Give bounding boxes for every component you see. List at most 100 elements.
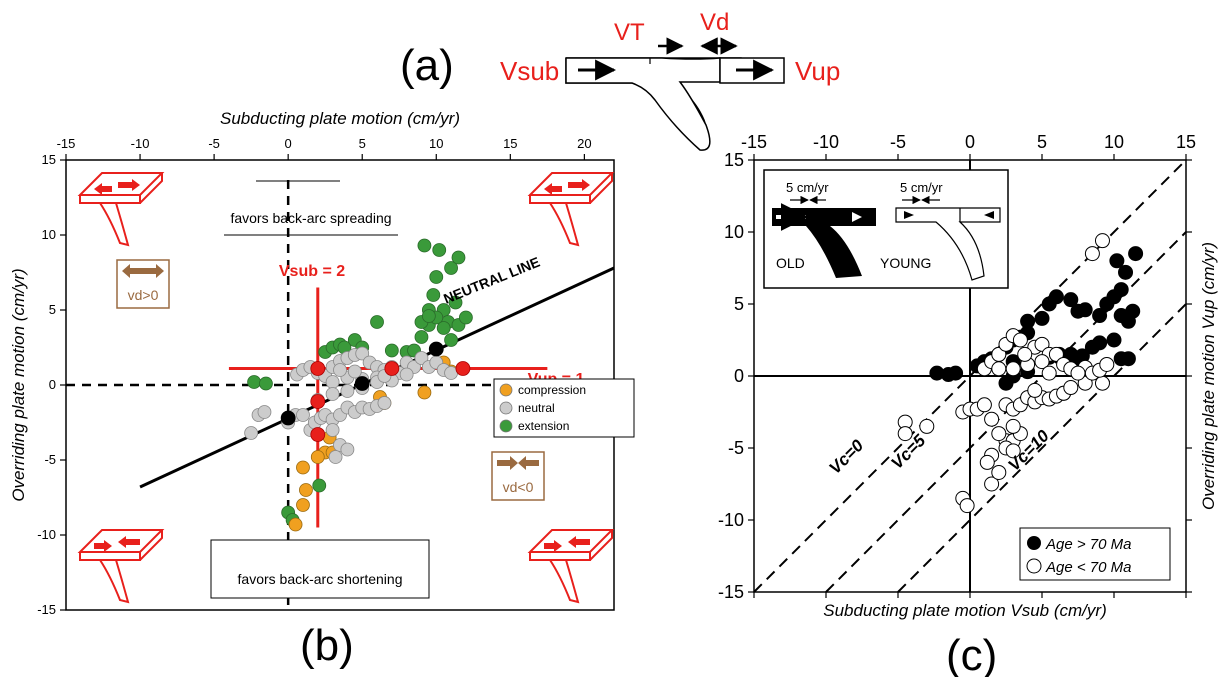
inset-young: YOUNG bbox=[880, 255, 931, 271]
b-point-neutral bbox=[244, 426, 259, 440]
c-top-tick-label: 15 bbox=[1176, 132, 1196, 152]
c-left-tick-label: 0 bbox=[734, 366, 744, 386]
b-point-extension bbox=[432, 243, 447, 257]
b-point-neutral bbox=[377, 396, 392, 410]
corner-icon-top-right bbox=[527, 172, 615, 247]
b-point-extension bbox=[458, 310, 473, 325]
slab-outline bbox=[565, 57, 721, 151]
b-top-tick-label: 5 bbox=[359, 136, 366, 151]
favors-spreading-text: favors back-arc spreading bbox=[230, 210, 391, 226]
b-point-extension bbox=[414, 330, 429, 344]
b-point-extension bbox=[417, 238, 432, 253]
vup-text: Vup bbox=[795, 56, 840, 86]
legend-age-old: Age > 70 Ma bbox=[1045, 536, 1131, 553]
b-point-neutral bbox=[347, 364, 362, 379]
b-point-red-markers bbox=[310, 427, 326, 442]
b-point-extension bbox=[429, 270, 444, 284]
b-point-compression bbox=[299, 483, 313, 497]
c-line-Vc=0 bbox=[753, 159, 1187, 593]
c-point-age-young bbox=[991, 361, 1007, 377]
b-point-compression bbox=[288, 517, 303, 532]
c-top-tick-label: 10 bbox=[1104, 132, 1124, 152]
c-point-age-old bbox=[1084, 339, 1100, 355]
vd-negative-box: vd<0 bbox=[491, 451, 545, 501]
c-top-tick-label: 0 bbox=[965, 132, 975, 152]
c-point-age-young bbox=[1048, 346, 1064, 362]
b-point-extension bbox=[421, 309, 436, 323]
panel-c-points bbox=[897, 233, 1144, 514]
c-point-age-young bbox=[979, 454, 995, 470]
c-point-age-old bbox=[1034, 310, 1050, 326]
c-point-age-young bbox=[1012, 332, 1028, 348]
b-point-extension bbox=[451, 250, 466, 265]
c-point-age-old bbox=[1120, 351, 1136, 367]
b-left-tick-label: 0 bbox=[49, 377, 56, 392]
b-point-compression bbox=[296, 460, 310, 475]
vsub-text: Vsub bbox=[500, 56, 559, 86]
panel-c-legend: Age > 70 Ma Age < 70 Ma bbox=[1019, 527, 1171, 581]
legend-extension: extension bbox=[518, 419, 569, 433]
b-point-red-markers bbox=[310, 394, 326, 409]
b-top-tick-label: 10 bbox=[429, 136, 443, 151]
panel-c-bottom-axis-label: Subducting plate motion Vsub (cm/yr) bbox=[823, 601, 1106, 620]
legend-compression: compression bbox=[518, 383, 586, 397]
panel-a: (a) Vsub VT Vd Vup bbox=[400, 9, 840, 151]
panel-c-label: (c) bbox=[946, 631, 997, 677]
vd-text: Vd bbox=[700, 9, 729, 36]
c-left-tick-label: 10 bbox=[724, 222, 744, 242]
b-top-tick-label: -10 bbox=[131, 136, 150, 151]
c-point-age-young bbox=[984, 476, 1000, 492]
vd-positive-box: vd>0 bbox=[116, 259, 170, 309]
b-point-compression bbox=[296, 498, 310, 512]
inset-scale-young: 5 cm/yr bbox=[900, 180, 943, 195]
c-point-age-old bbox=[1118, 264, 1134, 280]
c-point-age-young bbox=[1034, 336, 1050, 352]
b-point-neutral bbox=[333, 363, 347, 377]
c-point-age-young bbox=[1005, 443, 1021, 459]
c-point-age-old bbox=[948, 365, 964, 381]
c-point-age-old bbox=[1113, 282, 1129, 298]
b-point-red-markers bbox=[310, 361, 326, 376]
c-point-age-young bbox=[959, 498, 975, 514]
c-point-age-old bbox=[1128, 246, 1144, 262]
c-point-age-young bbox=[1041, 365, 1057, 381]
c-point-age-old bbox=[1106, 332, 1122, 348]
b-point-neutral bbox=[340, 442, 355, 457]
panel-a-label: (a) bbox=[400, 41, 454, 90]
panel-b-ticks: -15 -10 -5 0 5 10 15 20 -15 -10 -5 0 5 10 15 bbox=[37, 136, 591, 617]
panel-b-label: (b) bbox=[300, 621, 354, 670]
b-point-neutral bbox=[328, 450, 343, 464]
c-point-age-young bbox=[1034, 354, 1050, 370]
favors-shortening-box bbox=[210, 539, 430, 599]
c-point-age-young bbox=[1077, 375, 1093, 391]
c-point-age-young bbox=[1063, 380, 1079, 396]
c-left-tick-label: 5 bbox=[734, 294, 744, 314]
c-point-age-young bbox=[1084, 246, 1100, 262]
c-point-age-young bbox=[1017, 346, 1033, 362]
corner-icon-top-left bbox=[77, 172, 165, 247]
b-point-extension bbox=[448, 295, 463, 310]
c-left-tick-label: -15 bbox=[718, 582, 744, 602]
c-left-tick-label: -5 bbox=[728, 438, 744, 458]
b-left-tick-label: -10 bbox=[37, 527, 56, 542]
corner-icon-bottom-left bbox=[77, 529, 165, 604]
b-top-tick-label: 20 bbox=[577, 136, 591, 151]
c-point-age-young bbox=[1005, 361, 1021, 377]
b-left-tick-label: 10 bbox=[42, 227, 56, 242]
b-point-red-markers bbox=[455, 361, 471, 376]
b-point-neutral bbox=[325, 375, 340, 389]
b-left-tick-label: 5 bbox=[49, 302, 56, 317]
b-top-tick-label: 15 bbox=[503, 136, 517, 151]
b-left-tick-label: 15 bbox=[42, 152, 56, 167]
b-point-compression bbox=[310, 450, 325, 464]
b-point-extension bbox=[436, 321, 451, 335]
b-point-neutral bbox=[355, 346, 370, 361]
b-top-tick-label: 0 bbox=[285, 136, 292, 151]
c-point-age-young bbox=[991, 464, 1007, 480]
c-top-tick-label: -15 bbox=[741, 132, 767, 152]
b-point-neutral bbox=[325, 387, 340, 401]
c-line-Vc=10 bbox=[897, 303, 1187, 593]
corner-icon-bottom-right bbox=[527, 529, 615, 604]
vsub-2-label: Vsub = 2 bbox=[279, 263, 345, 280]
